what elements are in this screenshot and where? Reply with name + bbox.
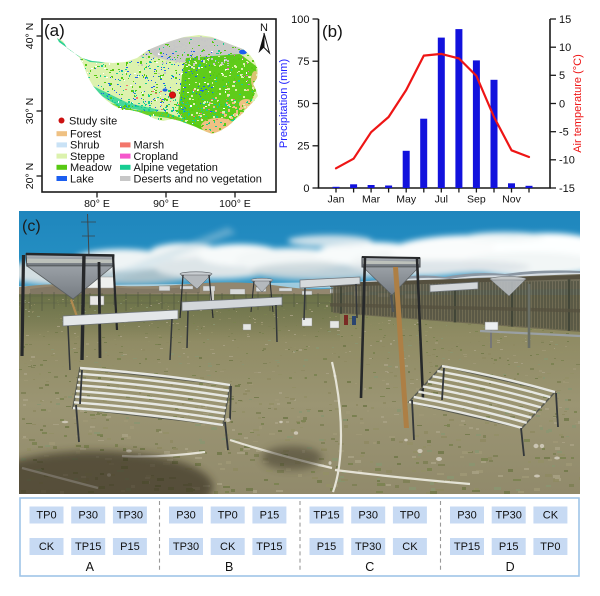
svg-text:15: 15 [559,14,571,26]
svg-text:0: 0 [559,98,565,110]
svg-text:D: D [506,560,515,574]
svg-text:CK: CK [220,541,236,553]
svg-text:Air temperature (°C): Air temperature (°C) [572,54,584,153]
svg-text:P15: P15 [120,541,140,553]
svg-text:Alpine vegetation: Alpine vegetation [134,162,218,174]
svg-text:Shrub: Shrub [70,140,99,152]
svg-text:P30: P30 [78,510,98,522]
svg-text:TP30: TP30 [355,541,381,553]
svg-text:N: N [260,22,268,34]
svg-text:CK: CK [39,541,55,553]
svg-text:May: May [396,194,417,206]
svg-text:Nov: Nov [502,194,521,206]
svg-text:P30: P30 [176,510,196,522]
svg-text:P15: P15 [499,541,519,553]
svg-text:-5: -5 [559,127,569,139]
svg-text:TP0: TP0 [400,510,420,522]
svg-text:90° E: 90° E [153,198,179,210]
svg-text:TP30: TP30 [496,510,522,522]
svg-text:Jan: Jan [328,194,345,206]
svg-text:30° N: 30° N [24,98,36,124]
svg-text:CK: CK [543,510,559,522]
svg-text:Marsh: Marsh [134,140,165,152]
svg-text:Meadow: Meadow [70,162,112,174]
svg-text:100° E: 100° E [219,198,251,210]
svg-text:(c): (c) [22,218,41,235]
svg-text:Cropland: Cropland [134,151,179,163]
svg-text:75: 75 [297,56,309,68]
svg-text:TP30: TP30 [173,541,199,553]
svg-text:TP15: TP15 [256,541,282,553]
svg-text:TP15: TP15 [454,541,480,553]
svg-text:100: 100 [291,14,309,26]
svg-text:TP15: TP15 [75,541,101,553]
svg-text:25: 25 [297,141,309,153]
svg-text:Study site: Study site [69,116,117,128]
svg-text:A: A [86,560,95,574]
svg-text:Precipitation (mm): Precipitation (mm) [278,59,290,148]
svg-text:P30: P30 [457,510,477,522]
svg-text:80° E: 80° E [84,198,110,210]
svg-text:P15: P15 [317,541,337,553]
svg-text:TP15: TP15 [313,510,339,522]
svg-text:Deserts and no vegetation: Deserts and no vegetation [134,173,262,185]
svg-text:-10: -10 [559,155,575,167]
svg-text:TP0: TP0 [218,510,238,522]
svg-text:0: 0 [303,183,309,195]
svg-text:P15: P15 [260,510,280,522]
svg-text:TP0: TP0 [36,510,56,522]
svg-text:Lake: Lake [70,173,94,185]
svg-text:Mar: Mar [362,194,381,206]
svg-text:-15: -15 [559,183,575,195]
svg-text:5: 5 [559,70,565,82]
svg-text:P30: P30 [358,510,378,522]
svg-text:C: C [365,560,374,574]
svg-text:Jul: Jul [435,194,448,206]
svg-text:B: B [225,560,233,574]
svg-text:Forest: Forest [70,129,101,141]
svg-text:TP0: TP0 [540,541,560,553]
svg-text:20° N: 20° N [24,163,36,189]
svg-text:40° N: 40° N [24,23,36,49]
svg-text:Steppe: Steppe [70,151,105,163]
svg-text:CK: CK [402,541,418,553]
svg-text:(b): (b) [322,22,343,41]
svg-text:10: 10 [559,42,571,54]
svg-text:TP30: TP30 [117,510,143,522]
svg-text:50: 50 [297,98,309,110]
svg-text:Sep: Sep [467,194,486,206]
svg-text:(a): (a) [44,21,65,40]
